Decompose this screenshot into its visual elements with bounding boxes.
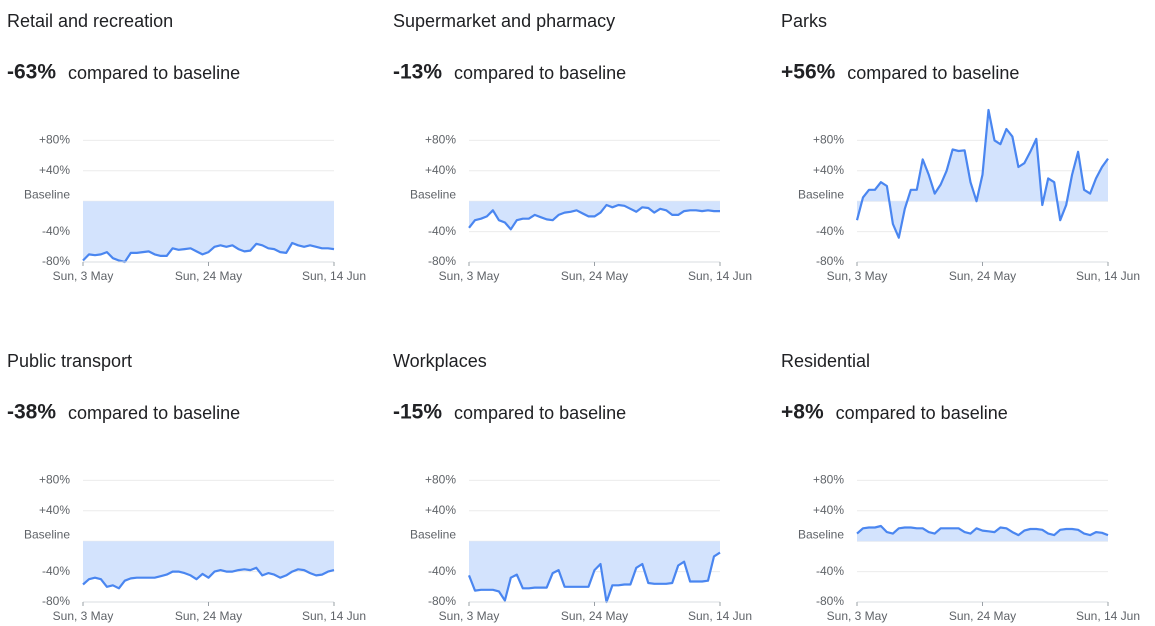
headline-value: -63% [7, 61, 56, 84]
y-tick-label: +40% [39, 163, 70, 177]
headline-caption: compared to baseline [454, 63, 626, 83]
x-tick-label: Sun, 14 Jun [688, 269, 752, 283]
y-tick-label: +80% [39, 473, 70, 487]
x-tick-label: Sun, 24 May [175, 269, 242, 283]
panel-title: Retail and recreation [7, 11, 173, 31]
data-line [82, 566, 335, 590]
x-tick-label: Sun, 3 May [827, 269, 888, 283]
area-fill [857, 526, 1108, 542]
x-tick-label: Sun, 24 May [175, 609, 242, 623]
x-tick-label: Sun, 3 May [439, 609, 500, 623]
y-tick-label: +40% [813, 503, 844, 517]
headline-caption: compared to baseline [847, 63, 1019, 83]
headline-caption: compared to baseline [454, 403, 626, 423]
y-tick-label: +80% [425, 133, 456, 147]
x-tick-label: Sun, 24 May [561, 609, 628, 623]
y-tick-label: Baseline [24, 187, 70, 201]
y-tick-label: +40% [425, 163, 456, 177]
x-tick-label: Sun, 24 May [561, 269, 628, 283]
x-tick-label: Sun, 3 May [827, 609, 888, 623]
y-tick-label: +40% [813, 163, 844, 177]
headline-caption: compared to baseline [836, 403, 1008, 423]
y-tick-label: -80% [816, 594, 844, 608]
y-tick-label: Baseline [410, 187, 456, 201]
y-tick-label: Baseline [410, 527, 456, 541]
y-tick-label: -80% [816, 254, 844, 268]
panel-title: Workplaces [393, 351, 487, 371]
x-tick-label: Sun, 3 May [439, 269, 500, 283]
area-fill [469, 541, 720, 602]
panel-title: Parks [781, 11, 827, 31]
panel-title: Residential [781, 351, 870, 371]
y-tick-label: -40% [816, 564, 844, 578]
panel-title: Public transport [7, 351, 132, 371]
headline-caption: compared to baseline [68, 403, 240, 423]
y-tick-label: +40% [425, 503, 456, 517]
data-line [855, 108, 1109, 239]
panel-title: Supermarket and pharmacy [393, 11, 615, 31]
x-tick-label: Sun, 3 May [53, 269, 114, 283]
y-tick-label: +80% [813, 473, 844, 487]
y-tick-label: +80% [39, 133, 70, 147]
area-fill [83, 541, 334, 589]
y-tick-label: Baseline [798, 187, 844, 201]
y-tick-label: -40% [428, 564, 456, 578]
headline-value: -38% [7, 401, 56, 424]
y-tick-label: -80% [42, 254, 70, 268]
x-tick-label: Sun, 14 Jun [688, 609, 752, 623]
headline-value: -13% [393, 61, 442, 84]
headline-value: +56% [781, 61, 836, 84]
y-tick-label: -40% [42, 564, 70, 578]
y-tick-label: +80% [813, 133, 844, 147]
y-tick-label: -40% [816, 224, 844, 238]
x-tick-label: Sun, 14 Jun [302, 609, 366, 623]
y-tick-label: -80% [428, 254, 456, 268]
data-line [468, 203, 720, 231]
y-tick-label: +80% [425, 473, 456, 487]
data-line [856, 524, 1109, 537]
area-fill [83, 201, 334, 262]
headline-value: -15% [393, 401, 442, 424]
data-line [467, 551, 721, 604]
x-tick-label: Sun, 14 Jun [302, 269, 366, 283]
x-tick-label: Sun, 24 May [949, 609, 1016, 623]
y-tick-label: Baseline [798, 527, 844, 541]
headline-caption: compared to baseline [68, 63, 240, 83]
y-tick-label: -80% [428, 594, 456, 608]
y-tick-label: -80% [42, 594, 70, 608]
y-tick-label: +40% [39, 503, 70, 517]
x-tick-label: Sun, 24 May [949, 269, 1016, 283]
y-tick-label: Baseline [24, 527, 70, 541]
y-tick-label: -40% [428, 224, 456, 238]
headline-value: +8% [781, 401, 824, 424]
x-tick-label: Sun, 3 May [53, 609, 114, 623]
x-tick-label: Sun, 14 Jun [1076, 609, 1140, 623]
y-tick-label: -40% [42, 224, 70, 238]
x-tick-label: Sun, 14 Jun [1076, 269, 1140, 283]
